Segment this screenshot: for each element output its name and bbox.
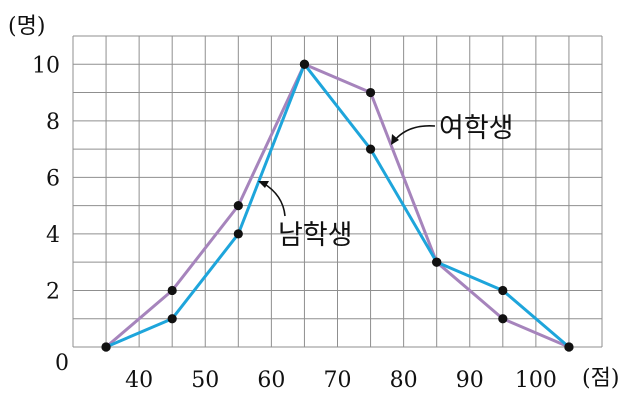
y-tick-label: 6 xyxy=(46,166,60,191)
data-point-1-0 xyxy=(101,342,111,352)
annotation-female-arrow xyxy=(393,124,436,142)
y-axis-unit: (명) xyxy=(8,14,45,39)
data-point-1-1 xyxy=(167,314,177,324)
data-point-0-1 xyxy=(167,285,177,296)
x-tick-label: 100 xyxy=(515,368,557,393)
x-tick-label: 70 xyxy=(324,368,352,393)
annotation-male-arrow xyxy=(262,182,286,217)
series-line-1 xyxy=(104,62,571,349)
series-lines xyxy=(104,62,571,349)
x-tick-label: 90 xyxy=(456,368,484,393)
y-tick-label: 8 xyxy=(46,110,60,135)
annotation-female: 여학생 xyxy=(391,113,514,145)
annotation-male: 남학생 xyxy=(258,181,353,251)
data-point-1-3 xyxy=(299,59,310,69)
grid xyxy=(72,35,603,348)
data-point-0-6 xyxy=(498,314,508,324)
y-tick-label: 10 xyxy=(32,53,60,78)
series-label-male: 남학생 xyxy=(278,220,353,251)
y-tick-label: 4 xyxy=(46,223,60,248)
x-tick-label: 40 xyxy=(125,368,153,393)
series-line-0 xyxy=(104,62,571,349)
annotation-male-arrowhead xyxy=(258,181,269,188)
x-tick-label: 60 xyxy=(257,368,285,393)
y-tick-label: 2 xyxy=(46,279,60,304)
origin-label: 0 xyxy=(55,351,69,376)
data-point-0-4 xyxy=(365,87,376,98)
data-markers xyxy=(101,59,574,352)
axis-labels: 40 50 60 70 80 90 100 2 4 6 8 10 xyxy=(32,53,557,393)
data-point-1-2 xyxy=(233,229,243,239)
data-point-1-6 xyxy=(498,285,508,296)
data-point-1-7 xyxy=(564,342,574,352)
series-label-female: 여학생 xyxy=(439,113,514,144)
x-axis-unit: (점) xyxy=(582,366,619,391)
data-point-1-5 xyxy=(432,257,442,267)
x-tick-label: 80 xyxy=(390,368,418,393)
data-point-0-2 xyxy=(233,201,243,211)
data-point-1-4 xyxy=(365,144,376,154)
x-tick-label: 50 xyxy=(191,368,219,393)
annotation-female-arrowhead xyxy=(391,134,399,145)
